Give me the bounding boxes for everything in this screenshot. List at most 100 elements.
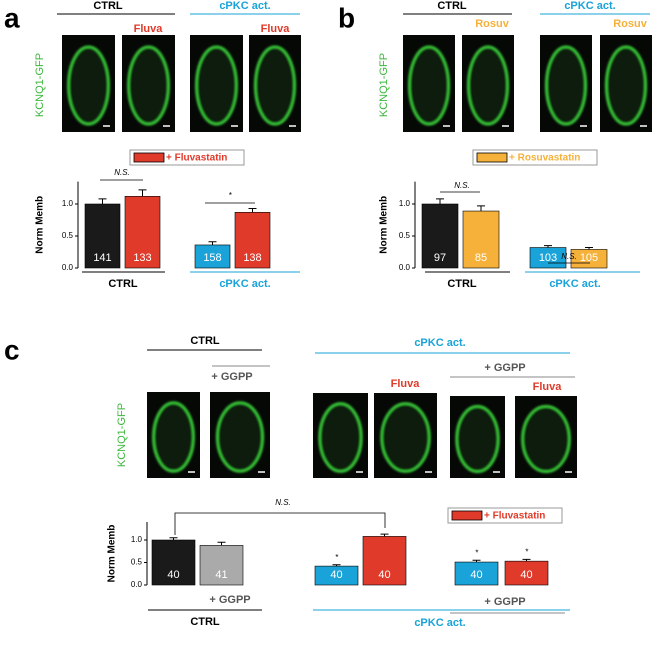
cell-outline: [215, 401, 265, 473]
y-tick-label: 1.0: [131, 535, 143, 544]
group-label: + GGPP: [209, 594, 250, 606]
n-label: 40: [470, 569, 482, 581]
error-bar: [522, 558, 531, 562]
n-label: 133: [133, 252, 151, 264]
cell-outline: [152, 401, 195, 473]
image-axis-label: KCNQ1-GFP: [34, 53, 46, 117]
cell-outline: [380, 402, 431, 473]
significance-label: *: [228, 191, 232, 200]
legend-label: + Rosuvastatin: [509, 153, 580, 164]
error-bar: [138, 189, 147, 197]
panel-letter: c: [4, 334, 20, 365]
header: + GGPP: [484, 362, 525, 374]
n-label: 40: [378, 569, 390, 581]
n-label: 138: [243, 252, 261, 264]
error-bar: [585, 247, 593, 250]
cell-outline: [544, 45, 588, 126]
n-label: 40: [520, 569, 532, 581]
y-tick-label: 0.0: [62, 263, 74, 272]
header: CTRL: [190, 335, 220, 347]
error-bar: [98, 198, 107, 204]
group-label: CTRL: [108, 278, 138, 290]
image-axis-label: KCNQ1-GFP: [116, 403, 128, 467]
y-axis-label: Norm Memb: [379, 196, 390, 254]
n-label: 40: [167, 569, 179, 581]
y-tick-label: 0.5: [399, 231, 411, 240]
bar: [362, 536, 407, 586]
n-label: 85: [475, 252, 487, 264]
legend-label: + Fluvastatin: [484, 511, 545, 522]
bar: [84, 203, 121, 269]
y-axis-label: Norm Memb: [35, 196, 46, 254]
image-label: Fluva: [533, 381, 563, 393]
significance-label: N.S.: [114, 168, 130, 177]
group-label: CTRL: [447, 278, 477, 290]
image-label: Fluva: [391, 378, 421, 390]
legend-swatch: [133, 152, 165, 163]
error-bar: [436, 198, 444, 204]
y-tick-label: 1.0: [62, 199, 74, 208]
significance-bracket: [174, 512, 386, 535]
cell-outline: [407, 45, 451, 126]
bar: [124, 196, 161, 269]
n-label: 105: [580, 252, 598, 264]
group-label: CTRL: [190, 616, 220, 628]
header: cPKC act.: [219, 0, 270, 12]
cell-outline: [466, 45, 510, 126]
y-tick-label: 0.5: [62, 231, 74, 240]
n-label: 158: [203, 252, 221, 264]
cell-outline: [455, 404, 500, 474]
y-tick-label: 1.0: [399, 199, 411, 208]
group-label: cPKC act.: [414, 617, 465, 629]
y-tick-label: 0.0: [131, 580, 143, 589]
header: CTRL: [93, 0, 123, 12]
bar: [234, 212, 271, 269]
legend-swatch: [451, 510, 483, 521]
error-bar: [380, 533, 389, 537]
n-label: 141: [93, 252, 111, 264]
image-label: Fluva: [261, 23, 291, 35]
group-label: cPKC act.: [549, 278, 600, 290]
header: + GGPP: [211, 371, 252, 383]
y-tick-label: 0.5: [131, 558, 143, 567]
error-bar: [217, 541, 226, 546]
significance-label: N.S.: [561, 252, 577, 261]
panel-letter: b: [338, 2, 355, 33]
cell-outline: [604, 45, 648, 126]
significance-label: *: [525, 547, 529, 556]
n-label: 41: [215, 569, 227, 581]
significance-label: *: [335, 553, 339, 562]
y-tick-label: 0.0: [399, 263, 411, 272]
legend-swatch: [476, 152, 508, 163]
significance-label: N.S.: [275, 498, 291, 507]
header: CTRL: [437, 0, 467, 12]
legend-label: + Fluvastatin: [166, 153, 227, 164]
bar: [421, 203, 459, 269]
group-label: cPKC act.: [219, 278, 270, 290]
n-label: 97: [434, 252, 446, 264]
header: cPKC act.: [564, 0, 615, 12]
group-label: + GGPP: [484, 596, 525, 608]
bar: [199, 545, 244, 586]
error-bar: [332, 564, 341, 567]
image-label: Rosuv: [475, 18, 510, 30]
header: cPKC act.: [414, 337, 465, 349]
significance-label: N.S.: [454, 181, 470, 190]
panel-letter: a: [4, 2, 20, 33]
error-bar: [472, 559, 481, 563]
bar: [462, 210, 500, 269]
n-label: 40: [330, 569, 342, 581]
image-axis-label: KCNQ1-GFP: [378, 53, 390, 117]
cell-outline: [521, 404, 571, 474]
cell-outline: [253, 45, 297, 126]
error-bar: [477, 205, 485, 212]
image-label: Rosuv: [613, 18, 648, 30]
cell-outline: [67, 45, 110, 126]
error-bar: [544, 245, 552, 248]
error-bar: [248, 207, 257, 213]
cell-outline: [127, 45, 170, 126]
n-label: 103: [539, 252, 557, 264]
error-bar: [208, 241, 217, 245]
image-label: Fluva: [134, 23, 164, 35]
